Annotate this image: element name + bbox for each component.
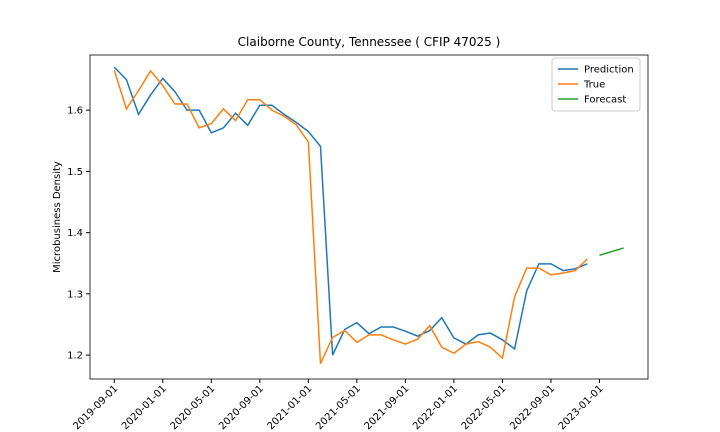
chart-title: Claiborne County, Tennessee ( CFIP 47025… xyxy=(238,35,501,49)
y-axis-label: Microbusiness Density xyxy=(52,161,63,273)
y-tick-label: 1.5 xyxy=(67,167,83,178)
legend-label: Forecast xyxy=(584,95,626,106)
legend-label: Prediction xyxy=(584,65,634,76)
y-tick-label: 1.2 xyxy=(67,351,83,362)
plot-frame xyxy=(89,54,649,380)
legend-label: True xyxy=(583,80,605,91)
series-line xyxy=(599,247,624,256)
y-tick-label: 1.4 xyxy=(67,228,83,239)
y-tick-label: 1.6 xyxy=(67,106,83,117)
series-line xyxy=(113,66,588,356)
series-line xyxy=(113,69,588,365)
y-tick-label: 1.3 xyxy=(67,289,83,300)
legend-box xyxy=(551,57,641,112)
legend: Prediction True Forecast xyxy=(551,57,641,112)
